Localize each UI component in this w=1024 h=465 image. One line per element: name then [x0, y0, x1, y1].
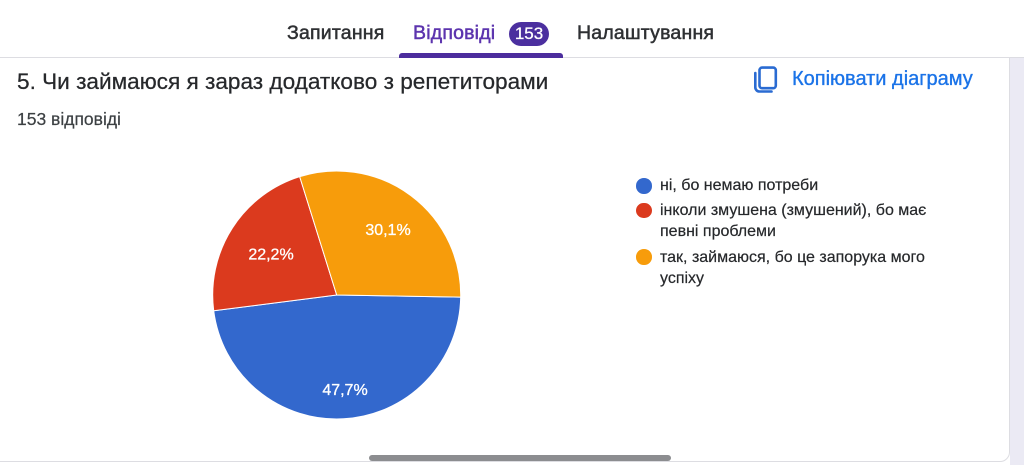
svg-text:47,7%: 47,7% [322, 382, 367, 399]
svg-text:30,1%: 30,1% [365, 222, 410, 239]
svg-text:22,2%: 22,2% [248, 247, 293, 264]
